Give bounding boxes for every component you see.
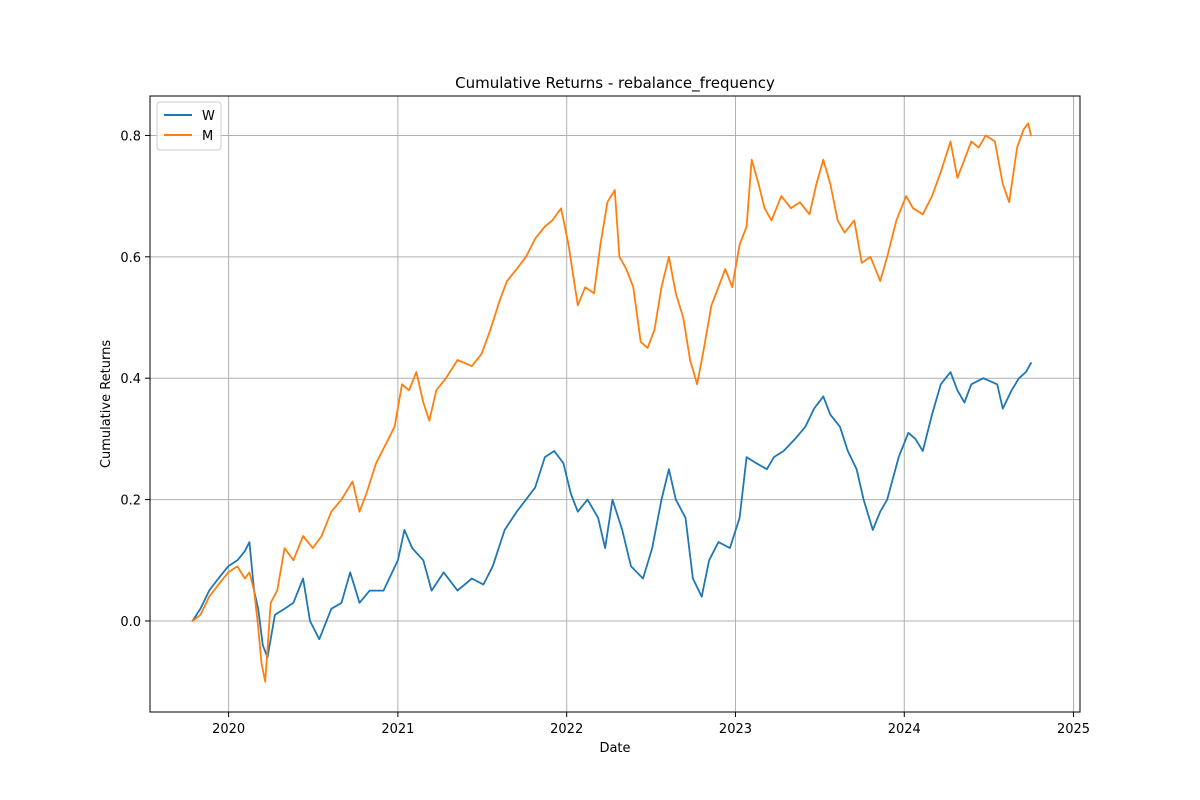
plot-area <box>150 96 1080 712</box>
y-tick-label: 0.4 <box>120 372 141 387</box>
x-axis-ticks: 2020 2021 2022 2023 2024 2025 <box>212 712 1090 737</box>
legend-label-w: W <box>202 109 215 124</box>
x-tick-label: 2021 <box>381 722 414 737</box>
series-line-w <box>191 362 1032 659</box>
y-tick-label: 0.0 <box>120 615 141 630</box>
y-tick-label: 0.6 <box>120 251 141 266</box>
y-axis-label: Cumulative Returns <box>99 340 114 468</box>
x-tick-label: 2024 <box>888 722 921 737</box>
x-axis-label: Date <box>599 741 630 756</box>
chart-title: Cumulative Returns - rebalance_frequency <box>455 74 775 93</box>
y-tick-label: 0.8 <box>120 129 141 144</box>
x-tick-label: 2020 <box>212 722 245 737</box>
series-line-m <box>191 122 1032 683</box>
plot-frame <box>149 95 1081 713</box>
y-axis-ticks: 0.0 0.2 0.4 0.6 0.8 <box>120 129 150 630</box>
legend: W M <box>156 101 222 151</box>
x-tick-label: 2023 <box>719 722 752 737</box>
x-tick-label: 2022 <box>550 722 583 737</box>
series-lines <box>191 122 1032 683</box>
y-tick-label: 0.2 <box>120 494 141 509</box>
x-tick-label: 2025 <box>1057 722 1090 737</box>
legend-label-m: M <box>202 129 213 144</box>
